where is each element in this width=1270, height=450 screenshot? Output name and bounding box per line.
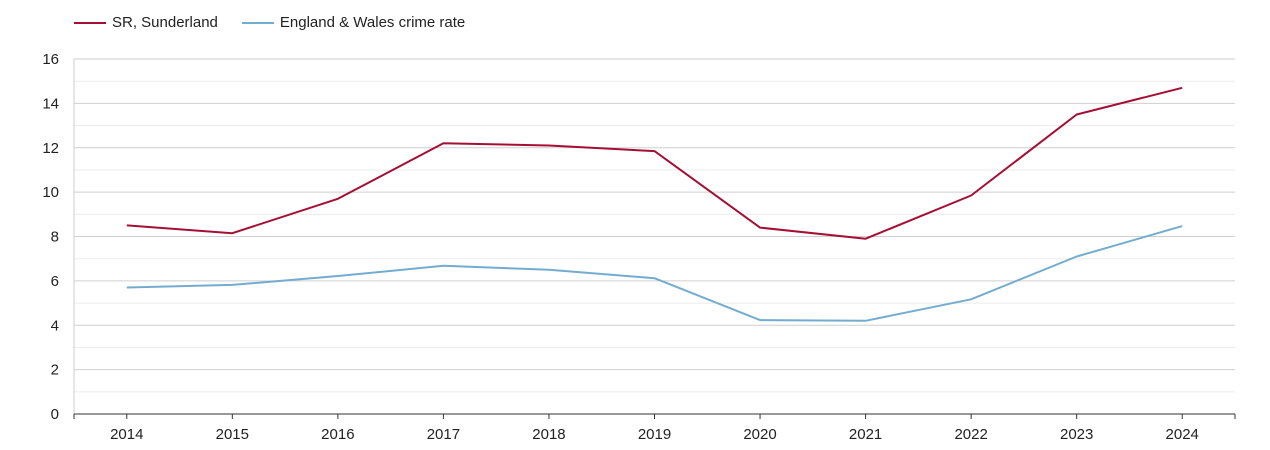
y-tick-label: 14 [42, 95, 59, 112]
y-tick-label: 16 [42, 51, 59, 68]
y-tick-label: 4 [51, 317, 59, 334]
x-tick-label: 2023 [1060, 426, 1093, 443]
legend-item-sunderland[interactable]: SR, Sunderland [74, 14, 218, 31]
x-tick-label: 2015 [216, 426, 249, 443]
x-tick-label: 2016 [321, 426, 354, 443]
chart-legend: SR, Sunderland England & Wales crime rat… [74, 14, 489, 31]
y-tick-label: 10 [42, 184, 59, 201]
legend-swatch-sunderland [74, 21, 106, 24]
legend-item-england-wales[interactable]: England & Wales crime rate [241, 14, 466, 31]
legend-label-sunderland: SR, Sunderland [112, 14, 218, 31]
y-tick-label: 12 [42, 140, 59, 157]
y-tick-label: 2 [51, 362, 59, 379]
x-tick-label: 2018 [532, 426, 565, 443]
x-tick-label: 2019 [638, 426, 671, 443]
x-tick-label: 2020 [743, 426, 776, 443]
legend-swatch-england-wales [241, 21, 274, 24]
x-tick-label: 2017 [427, 426, 460, 443]
x-tick-label: 2021 [849, 426, 882, 443]
y-tick-label: 6 [51, 273, 59, 290]
y-tick-label: 0 [51, 406, 59, 423]
series-line-sunderland [126, 86, 1183, 240]
y-tick-label: 8 [51, 229, 59, 246]
series-line-england-wales [126, 225, 1183, 322]
x-tick-label: 2014 [110, 426, 143, 443]
x-tick-label: 2022 [954, 426, 987, 443]
legend-label-england-wales: England & Wales crime rate [279, 14, 466, 31]
x-tick-label: 2024 [1166, 426, 1199, 443]
